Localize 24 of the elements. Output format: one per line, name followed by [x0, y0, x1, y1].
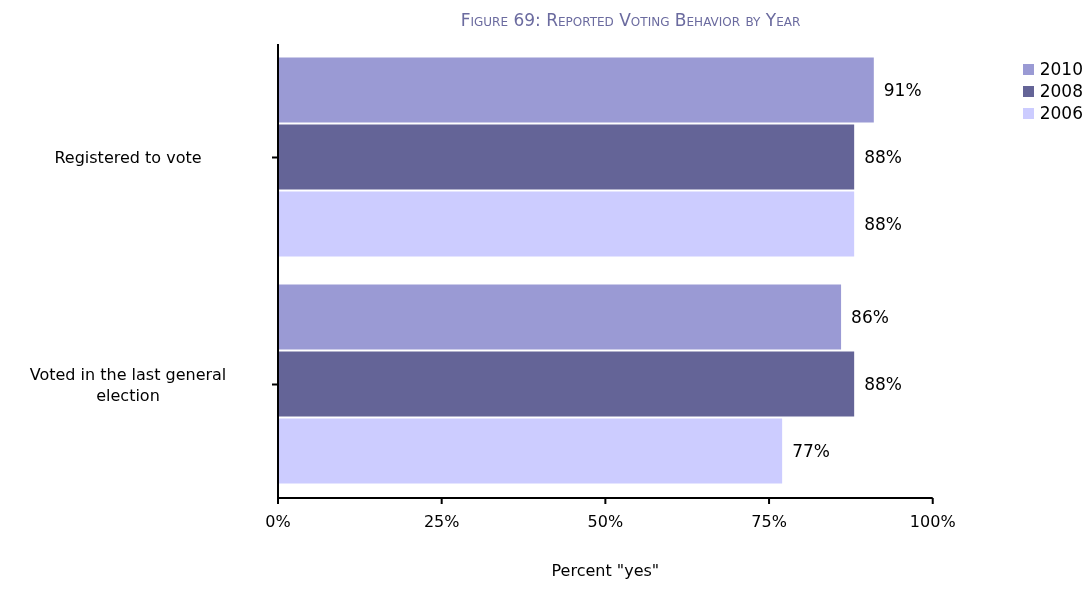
data-label: 88%: [864, 147, 902, 168]
x-tick-label: 0%: [265, 512, 291, 532]
x-tick-label: 25%: [423, 512, 460, 532]
data-label: 88%: [864, 214, 902, 235]
y-tick-label: Registered to vote: [54, 147, 202, 167]
bar: [278, 191, 855, 257]
bar: [278, 418, 783, 484]
bar: [278, 124, 855, 190]
bar: [278, 57, 874, 123]
data-label: 86%: [851, 307, 889, 328]
legend-label: 2006: [1039, 102, 1083, 124]
y-tick-label: Voted in the last general election: [29, 364, 227, 405]
x-tick-label: 100%: [909, 512, 956, 532]
legend-label: 2008: [1039, 80, 1083, 102]
chart-title: Figure 69: Reported Voting Behavior by Year: [459, 10, 802, 30]
x-tick-label: 75%: [751, 512, 787, 532]
bar: [278, 284, 842, 350]
x-tick-label: 50%: [587, 512, 624, 532]
data-label: 88%: [864, 374, 902, 395]
data-label: 91%: [883, 80, 922, 101]
legend-label: 2010: [1039, 58, 1083, 80]
bar: [278, 351, 855, 417]
x-axis-title: Percent "yes": [551, 561, 660, 580]
data-label: 77%: [792, 441, 830, 462]
